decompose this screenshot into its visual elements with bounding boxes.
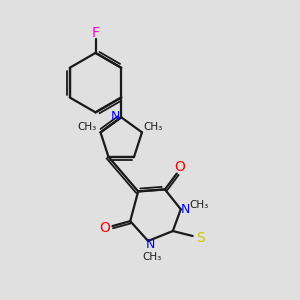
Text: CH₃: CH₃ xyxy=(143,122,163,132)
Text: F: F xyxy=(92,26,100,40)
Text: CH₃: CH₃ xyxy=(77,122,96,132)
Text: CH₃: CH₃ xyxy=(189,200,208,210)
Text: O: O xyxy=(174,160,185,174)
Text: N: N xyxy=(181,203,190,216)
Text: N: N xyxy=(146,238,155,251)
Text: O: O xyxy=(99,221,110,235)
Text: N: N xyxy=(111,110,120,123)
Text: CH₃: CH₃ xyxy=(142,252,162,262)
Text: S: S xyxy=(196,231,205,245)
